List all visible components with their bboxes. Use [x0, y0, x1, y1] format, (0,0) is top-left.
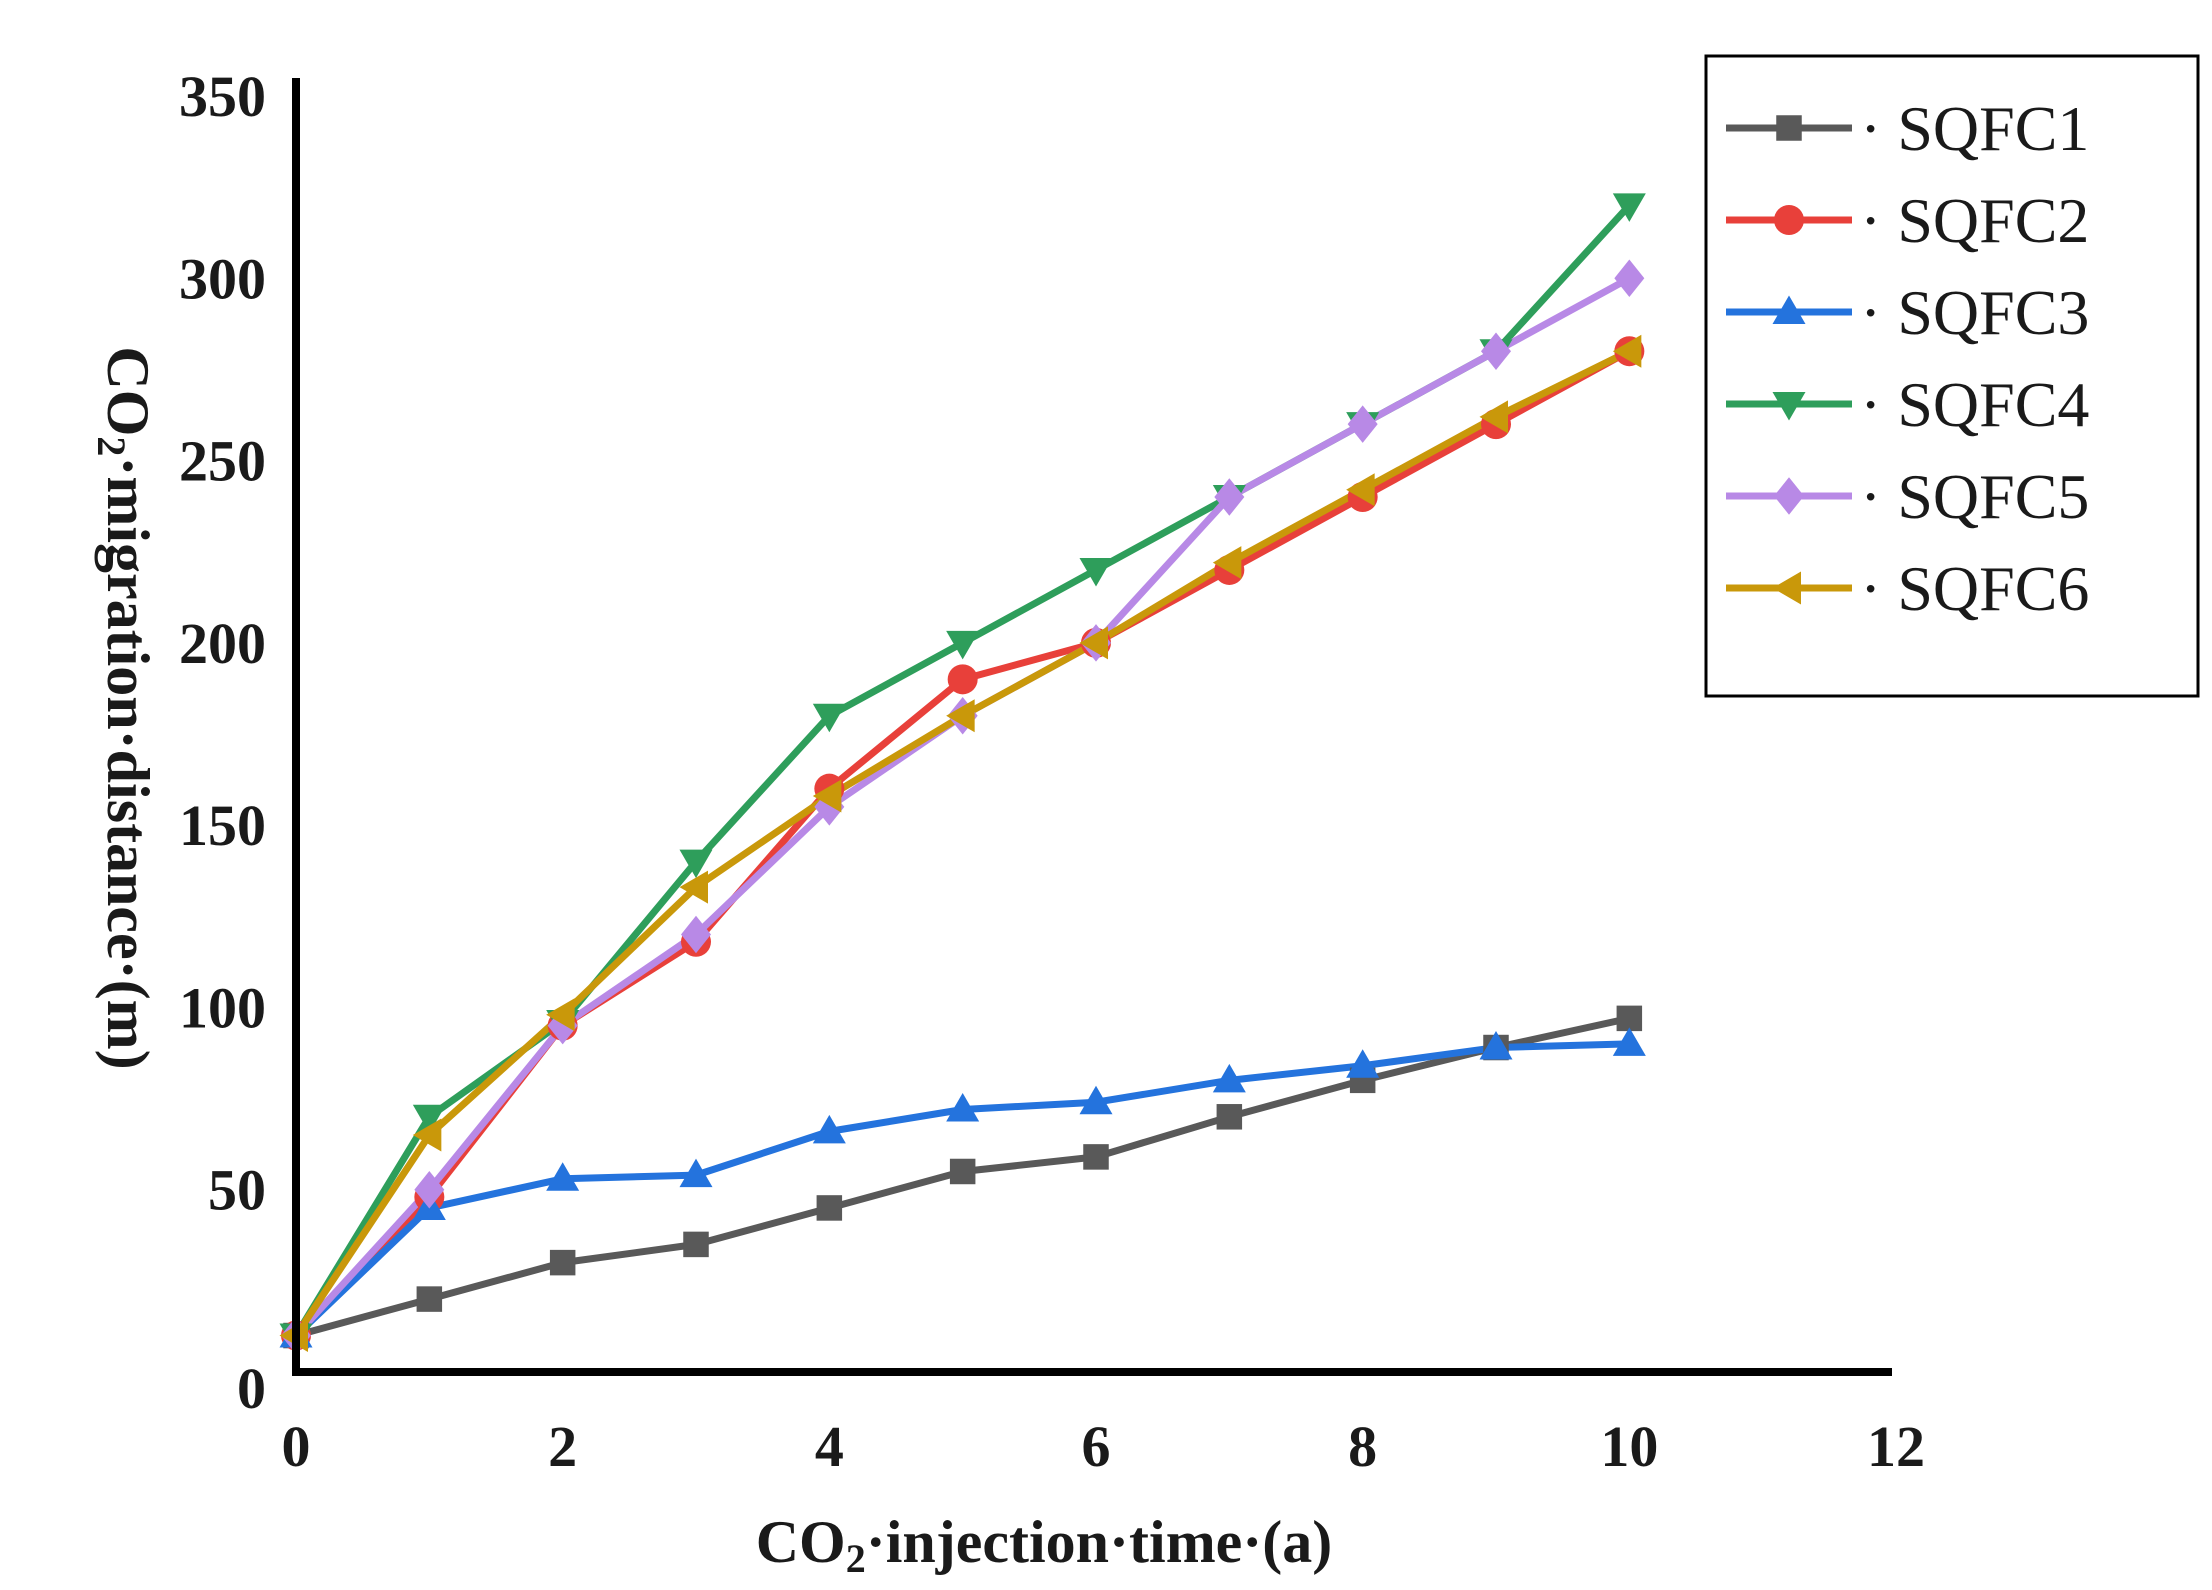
- series-markers: [279, 193, 1646, 1355]
- y-tick-label: 350: [179, 64, 266, 129]
- legend: · SQFC1 · SQFC2 · SQFC3 · SQFC4 · SQFC5 · SQF…: [1704, 54, 2200, 698]
- legend-entry-sqfc5: · SQFC5: [1726, 461, 2089, 532]
- data-point: [1616, 1005, 1643, 1032]
- data-point: [1079, 626, 1108, 660]
- series-line-sqfc2: [293, 348, 1632, 1338]
- x-tick-label: 6: [1082, 1414, 1111, 1479]
- data-point: [1479, 400, 1508, 434]
- data-point: [679, 1158, 713, 1188]
- legend-entry-sqfc3: · SQFC3: [1726, 277, 2089, 348]
- data-point: [816, 1195, 843, 1221]
- legend-swatch-marker: [1774, 205, 1804, 235]
- legend-swatch-marker: [1772, 571, 1801, 605]
- x-axis-title: CO2·injection·time·(a): [756, 1509, 1333, 1581]
- data-point: [1212, 546, 1242, 580]
- data-point: [414, 1170, 445, 1209]
- x-tick-label: 0: [282, 1414, 311, 1479]
- data-point: [412, 1118, 442, 1152]
- series-line-sqfc3: [293, 1040, 1630, 1339]
- legend-swatch-marker: [1772, 295, 1806, 324]
- data-point: [1079, 557, 1113, 587]
- y-tick-labels: 0 50 100 150 200 250 300 350: [179, 64, 266, 1421]
- data-point: [1346, 1049, 1380, 1078]
- data-point: [416, 1286, 443, 1312]
- data-point: [546, 998, 575, 1032]
- x-tick-label: 4: [815, 1414, 844, 1479]
- legend-entry-sqfc1: · SQFC1: [1726, 93, 2089, 164]
- legend-label: · SQFC4: [1860, 369, 2089, 440]
- y-tick-label: 100: [179, 975, 266, 1040]
- legend-swatch-marker: [1772, 392, 1806, 421]
- legend-label: · SQFC3: [1860, 277, 2089, 348]
- series-points-sqfc3: [279, 1027, 1646, 1348]
- legend-label: · SQFC1: [1860, 93, 2089, 164]
- data-point: [1212, 1063, 1246, 1093]
- y-tick-label: 50: [208, 1158, 266, 1223]
- data-point: [946, 630, 980, 660]
- legend-swatch-marker: [1776, 115, 1802, 141]
- y-tick-label: 200: [179, 611, 266, 676]
- data-point: [681, 915, 711, 954]
- series-points-sqfc6: [279, 334, 1642, 1353]
- y-tick-label: 250: [179, 429, 266, 494]
- data-point: [812, 779, 842, 813]
- x-tick-label: 2: [548, 1414, 577, 1479]
- x-tick-labels: 0 2 4 6 8 10 12: [282, 1414, 1926, 1479]
- data-point: [946, 699, 975, 733]
- x-tick-label: 8: [1348, 1414, 1377, 1479]
- series-points-sqfc1: [283, 1005, 1643, 1349]
- data-point: [1614, 259, 1645, 298]
- x-tick-label: 10: [1600, 1414, 1658, 1479]
- data-point: [679, 849, 713, 879]
- legend-entry-sqfc6: · SQFC6: [1726, 553, 2089, 624]
- data-point: [812, 1114, 846, 1144]
- data-point: [1079, 1085, 1113, 1115]
- data-point: [1346, 473, 1375, 507]
- y-tick-label: 300: [179, 246, 266, 311]
- legend-entry-sqfc2: · SQFC2: [1726, 185, 2089, 256]
- data-point: [1216, 1104, 1243, 1130]
- data-point: [549, 1249, 576, 1276]
- data-point: [949, 1158, 976, 1185]
- data-point: [1612, 193, 1646, 222]
- data-point: [1612, 1027, 1646, 1056]
- data-point: [1479, 1031, 1513, 1060]
- x-tick-label: 12: [1867, 1414, 1925, 1479]
- legend-label: · SQFC2: [1860, 185, 2089, 256]
- data-point: [946, 1093, 980, 1122]
- legend-entries: · SQFC1 · SQFC2 · SQFC3 · SQFC4 · SQFC5 · SQF…: [1726, 93, 2089, 624]
- data-point: [812, 703, 846, 733]
- data-point: [1481, 332, 1511, 370]
- data-point: [1214, 478, 1245, 516]
- legend-label: · SQFC6: [1860, 553, 2089, 624]
- data-point: [947, 664, 978, 695]
- y-tick-label: 150: [179, 793, 266, 858]
- legend-label: · SQFC5: [1860, 461, 2089, 532]
- data-point: [679, 870, 708, 904]
- series-line-sqfc6: [293, 348, 1631, 1338]
- data-point: [1612, 334, 1642, 368]
- data-point: [412, 1104, 446, 1134]
- legend-swatch-marker: [1774, 477, 1804, 515]
- data-point: [1347, 405, 1378, 443]
- data-point: [683, 1231, 709, 1258]
- y-tick-label: 0: [237, 1356, 266, 1421]
- data-point: [1083, 1144, 1109, 1170]
- series-points-sqfc5: [281, 259, 1645, 1355]
- data-point: [546, 1162, 580, 1191]
- legend-entry-sqfc4: · SQFC4: [1726, 369, 2089, 440]
- y-axis-title: CO2·migration·distance·(m): [89, 346, 161, 1069]
